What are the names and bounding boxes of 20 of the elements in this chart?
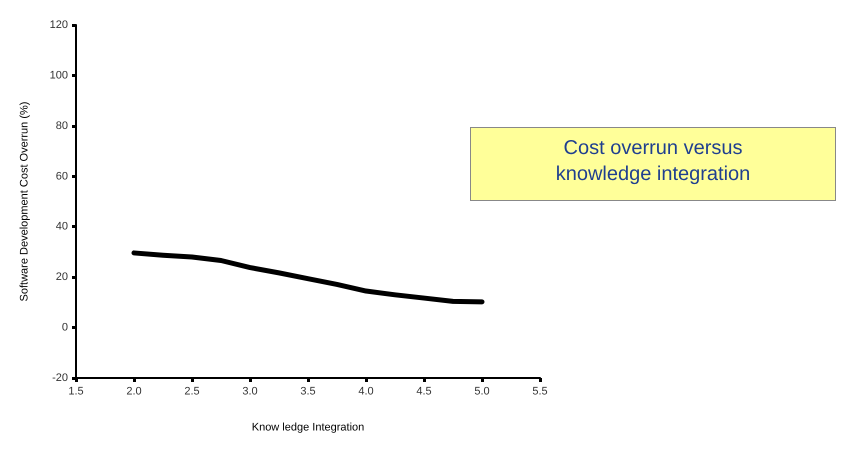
x-tick-label: 1.5 xyxy=(68,386,84,398)
x-tick-label: 2.5 xyxy=(184,386,200,398)
x-tick-label: 4.5 xyxy=(416,386,432,398)
text: Cost overrun versus knowledge integration xyxy=(554,136,752,187)
x-tick-label: 4.0 xyxy=(358,386,374,398)
x-tick-label: 5.5 xyxy=(532,386,548,398)
y-tick-label: 100 xyxy=(50,69,68,82)
y-tick-label: 60 xyxy=(56,170,68,182)
x-tick-label: 3.0 xyxy=(242,386,258,398)
y-tick-label: 20 xyxy=(56,271,68,284)
x-tick-label: 3.5 xyxy=(300,386,316,398)
y-axis-title: Software Development Cost Overrun (%) xyxy=(18,102,30,302)
y-tick-label: -20 xyxy=(52,372,68,384)
y-tick-label: 80 xyxy=(56,120,68,132)
x-tick-label: 5.0 xyxy=(474,386,490,398)
x-axis-title: Know ledge Integration xyxy=(252,422,364,434)
y-tick-label: 120 xyxy=(50,19,68,31)
x-tick-label: 2.0 xyxy=(126,386,142,398)
y-tick-label: 0 xyxy=(62,322,68,334)
y-tick-label: 40 xyxy=(56,220,68,233)
